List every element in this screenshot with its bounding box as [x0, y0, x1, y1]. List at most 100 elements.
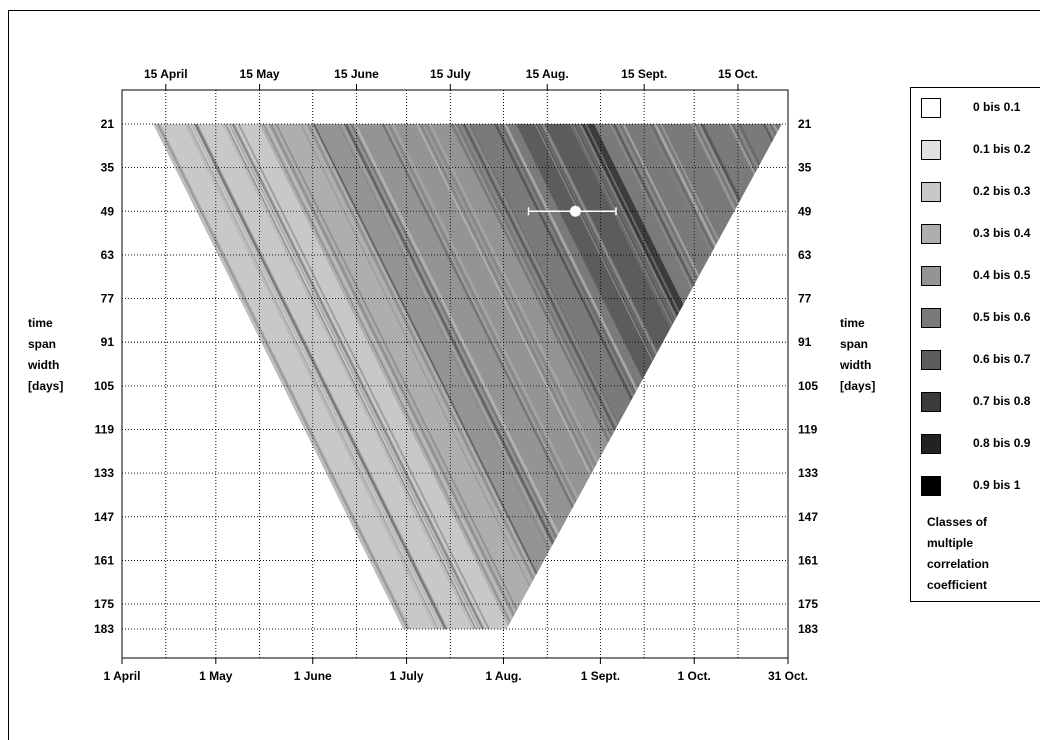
legend-swatch — [921, 392, 941, 412]
legend-swatch — [921, 266, 941, 286]
heatmap-area — [153, 124, 782, 629]
legend-swatch — [921, 224, 941, 244]
y-tick-label-right: 63 — [798, 248, 812, 262]
x-tick-label-bottom: 1 April — [104, 669, 141, 683]
heatmap-streak — [272, 124, 524, 629]
legend-title-line: correlation — [927, 557, 990, 571]
legend-label: 0.8 bis 0.9 — [973, 436, 1031, 450]
y-tick-label-left: 119 — [95, 422, 115, 436]
x-tick-label-top: 15 Oct. — [718, 67, 758, 81]
heatmap-streak — [381, 124, 635, 629]
legend-swatch — [921, 140, 941, 160]
heatmap-streak — [384, 124, 636, 629]
y-axis-label-line: time — [28, 316, 53, 330]
heatmap-streak — [222, 124, 476, 629]
x-tick-label-bottom: 1 Aug. — [485, 669, 521, 683]
heatmap-streak — [268, 124, 523, 629]
heatmap-streak — [187, 124, 439, 629]
plot-area-border — [121, 89, 789, 659]
heatmap-streak — [694, 124, 782, 629]
figure-frame — [8, 10, 1040, 740]
legend-swatch — [921, 98, 941, 118]
y-tick-label-right: 133 — [798, 466, 818, 480]
heatmap-band — [594, 124, 782, 629]
y-tick-label-left: 183 — [94, 622, 114, 636]
legend-title: Classes of multiple correlation coeffici… — [927, 512, 989, 596]
y-tick-label-left: 35 — [101, 161, 115, 175]
heatmap-streak — [309, 124, 561, 629]
legend-label: 0.1 bis 0.2 — [973, 142, 1031, 156]
heatmap-streak — [337, 124, 589, 629]
heatmap-streak — [231, 124, 485, 629]
heatmap-streak — [619, 124, 782, 629]
x-tick-label-top: 15 June — [334, 67, 379, 81]
y-tick-label-right: 77 — [798, 292, 812, 306]
y-axis-label-line: time — [840, 316, 865, 330]
y-tick-label-right: 49 — [798, 204, 812, 218]
heatmap-streak — [275, 124, 528, 629]
heatmap-streak — [228, 124, 481, 629]
y-tick-label-right: 161 — [798, 553, 818, 567]
y-tick-label-right: 183 — [798, 622, 818, 636]
legend-label: 0.2 bis 0.3 — [973, 184, 1031, 198]
heatmap-streak — [306, 124, 560, 629]
heatmap-streak — [312, 124, 565, 629]
legend-label: 0.3 bis 0.4 — [973, 226, 1031, 240]
heatmap-streak — [159, 124, 411, 629]
legend-title-line: multiple — [927, 536, 974, 550]
y-axis-label-line: span — [840, 337, 869, 351]
legend-label: 0 bis 0.1 — [973, 100, 1021, 114]
y-tick-label-left: 175 — [94, 597, 114, 611]
heatmap-streak — [616, 124, 782, 629]
span-marker — [527, 205, 617, 217]
y-tick-label-right: 175 — [798, 597, 818, 611]
legend-title-line: Classes of — [927, 515, 988, 529]
heatmap-streak — [234, 124, 486, 629]
heatmap-streak — [378, 124, 631, 629]
heatmap-streak — [300, 124, 552, 629]
x-tick-label-bottom: 1 July — [390, 669, 424, 683]
x-tick-label-bottom: 1 June — [294, 669, 332, 683]
heatmap-streak — [303, 124, 556, 629]
y-tick-label-right: 21 — [798, 117, 812, 131]
x-tick-label-top: 15 April — [144, 67, 188, 81]
legend-label: 0.4 bis 0.5 — [973, 268, 1031, 282]
x-tick-label-bottom: 1 Oct. — [678, 669, 711, 683]
heatmap-streak — [190, 124, 443, 629]
x-tick-label-bottom: 31 Oct. — [768, 669, 808, 683]
legend-swatch — [921, 308, 941, 328]
y-tick-label-right: 119 — [798, 422, 818, 436]
y-tick-label-right: 91 — [798, 335, 812, 349]
heatmap-band — [312, 124, 638, 629]
y-tick-label-right: 35 — [798, 161, 812, 175]
legend-swatch — [921, 476, 941, 496]
x-tick-label-bottom: 1 Sept. — [581, 669, 620, 683]
y-tick-label-left: 147 — [94, 510, 114, 524]
y-tick-label-left: 63 — [101, 248, 115, 262]
heatmap-streak — [262, 124, 514, 629]
x-tick-label-top: 15 May — [240, 67, 280, 81]
x-tick-label-top: 15 July — [430, 67, 471, 81]
heatmap-streak — [197, 124, 449, 629]
y-tick-label-left: 161 — [94, 553, 114, 567]
heatmap-streak — [237, 124, 490, 629]
y-axis-label-line: width — [840, 358, 872, 372]
y-tick-label-left: 105 — [94, 379, 114, 393]
heatmap-streak — [622, 124, 782, 629]
y-tick-label-left: 133 — [94, 466, 114, 480]
heatmap-streak — [184, 124, 438, 629]
legend-label: 0.6 bis 0.7 — [973, 352, 1031, 366]
y-axis-label-right: time span width [days] — [840, 313, 875, 397]
x-tick-label-top: 15 Sept. — [621, 67, 667, 81]
legend: 0 bis 0.1 0.1 bis 0.2 0.2 bis 0.3 0.3 bis 0… — [910, 87, 1040, 602]
legend-swatch — [921, 350, 941, 370]
axes: 1 April 1 May 1 June 1 July 1 Aug. 1 Sept. 1 O… — [94, 67, 818, 683]
grid-overlay — [121, 90, 789, 658]
y-axis-label-line: width — [28, 358, 60, 372]
y-axis-label-line: [days] — [28, 379, 64, 393]
y-tick-label-left: 49 — [101, 204, 115, 218]
heatmap-streak — [353, 124, 607, 629]
heatmap-streak — [350, 124, 603, 629]
y-tick-label-left: 77 — [101, 292, 115, 306]
